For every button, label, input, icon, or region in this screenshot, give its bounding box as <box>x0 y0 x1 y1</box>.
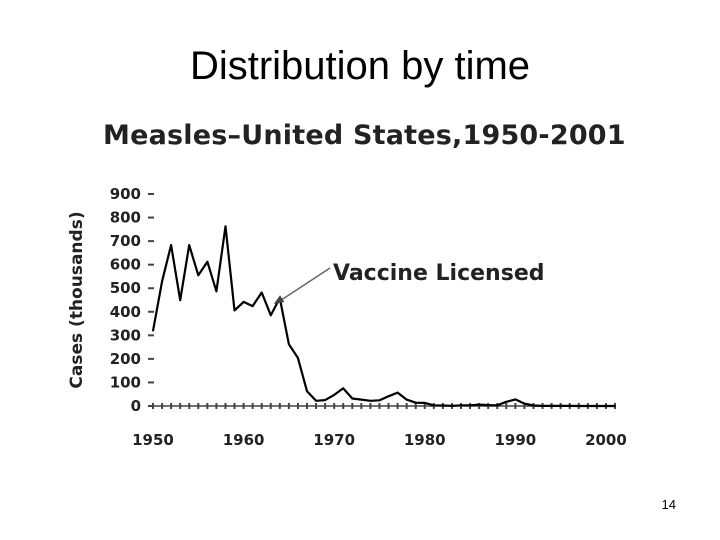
x-axis: 1950 1960 1970 1980 1990 2000 <box>132 403 627 449</box>
y-axis-label: Cases (thousands) <box>67 211 87 388</box>
y-tick-label: 100 <box>110 373 141 391</box>
x-tick-label: 1950 <box>132 431 174 449</box>
data-point <box>523 402 526 405</box>
x-tick-label: 1990 <box>494 431 536 449</box>
data-point <box>342 387 345 390</box>
data-point <box>269 314 272 317</box>
data-point <box>568 405 571 407</box>
data-point <box>351 397 354 400</box>
series-layer <box>151 225 616 408</box>
y-tick-label: 600 <box>110 256 141 274</box>
data-point <box>161 280 163 282</box>
x-tick-label: 1960 <box>223 431 265 449</box>
y-tick-label: 400 <box>110 303 141 321</box>
x-tick-label: 1970 <box>313 431 355 449</box>
x-tick-label: 2000 <box>585 431 627 449</box>
annotation-layer: Vaccine Licensed <box>273 261 544 304</box>
annotation-arrow-line <box>279 267 331 302</box>
y-tick-label: 900 <box>110 185 141 203</box>
data-point <box>541 405 544 407</box>
annotation-arrow-head <box>273 295 285 304</box>
data-point <box>405 398 408 401</box>
x-tick-label: 1980 <box>404 431 446 449</box>
data-point <box>414 401 417 404</box>
data-point <box>559 405 562 407</box>
y-tick-label: 300 <box>110 326 141 344</box>
data-point <box>360 398 363 401</box>
data-point <box>324 399 326 401</box>
data-point <box>387 395 390 398</box>
data-point <box>469 404 471 407</box>
data-point <box>614 405 616 407</box>
data-point <box>460 404 462 407</box>
data-point <box>487 404 489 406</box>
data-point <box>378 399 381 402</box>
y-tick-label: 200 <box>110 350 141 368</box>
y-axis: 0 100 200 300 400 500 600 700 800 900 <box>110 185 154 415</box>
data-point <box>197 274 200 277</box>
data-point <box>306 390 308 392</box>
data-point <box>179 299 181 302</box>
data-point <box>505 400 508 403</box>
data-point <box>514 398 517 401</box>
data-point <box>333 394 335 396</box>
y-tick-label: 500 <box>110 279 141 297</box>
data-point <box>224 225 227 228</box>
data-point <box>369 400 372 402</box>
data-point <box>496 404 499 407</box>
data-point <box>152 330 154 332</box>
y-tick-label: 0 <box>131 397 141 415</box>
y-tick-label: 800 <box>110 209 141 227</box>
data-point <box>288 343 290 346</box>
data-point <box>251 305 254 307</box>
annotation-text: Vaccine Licensed <box>333 261 544 286</box>
data-point <box>242 301 245 303</box>
data-point <box>423 402 426 404</box>
series-line <box>151 225 615 408</box>
data-point <box>170 244 172 246</box>
data-point <box>451 404 453 407</box>
data-point <box>206 261 209 263</box>
data-point <box>188 244 191 246</box>
y-tick-label: 700 <box>110 232 141 250</box>
data-point <box>605 405 607 407</box>
data-point <box>260 291 263 294</box>
data-point <box>215 290 218 293</box>
data-point <box>596 405 598 407</box>
data-point <box>442 404 444 407</box>
slide-title: Distribution by time <box>189 44 531 88</box>
chart-title: Measles–United States,1950-2001 <box>103 120 626 151</box>
data-point <box>233 309 236 312</box>
data-point <box>532 404 535 407</box>
data-point <box>315 400 317 402</box>
data-point <box>587 405 589 407</box>
data-point <box>396 391 399 394</box>
data-point <box>433 404 435 407</box>
data-point <box>297 357 299 359</box>
data-point <box>577 405 580 407</box>
data-point <box>550 404 553 407</box>
data-point <box>478 403 480 406</box>
page-number: 14 <box>661 497 676 512</box>
